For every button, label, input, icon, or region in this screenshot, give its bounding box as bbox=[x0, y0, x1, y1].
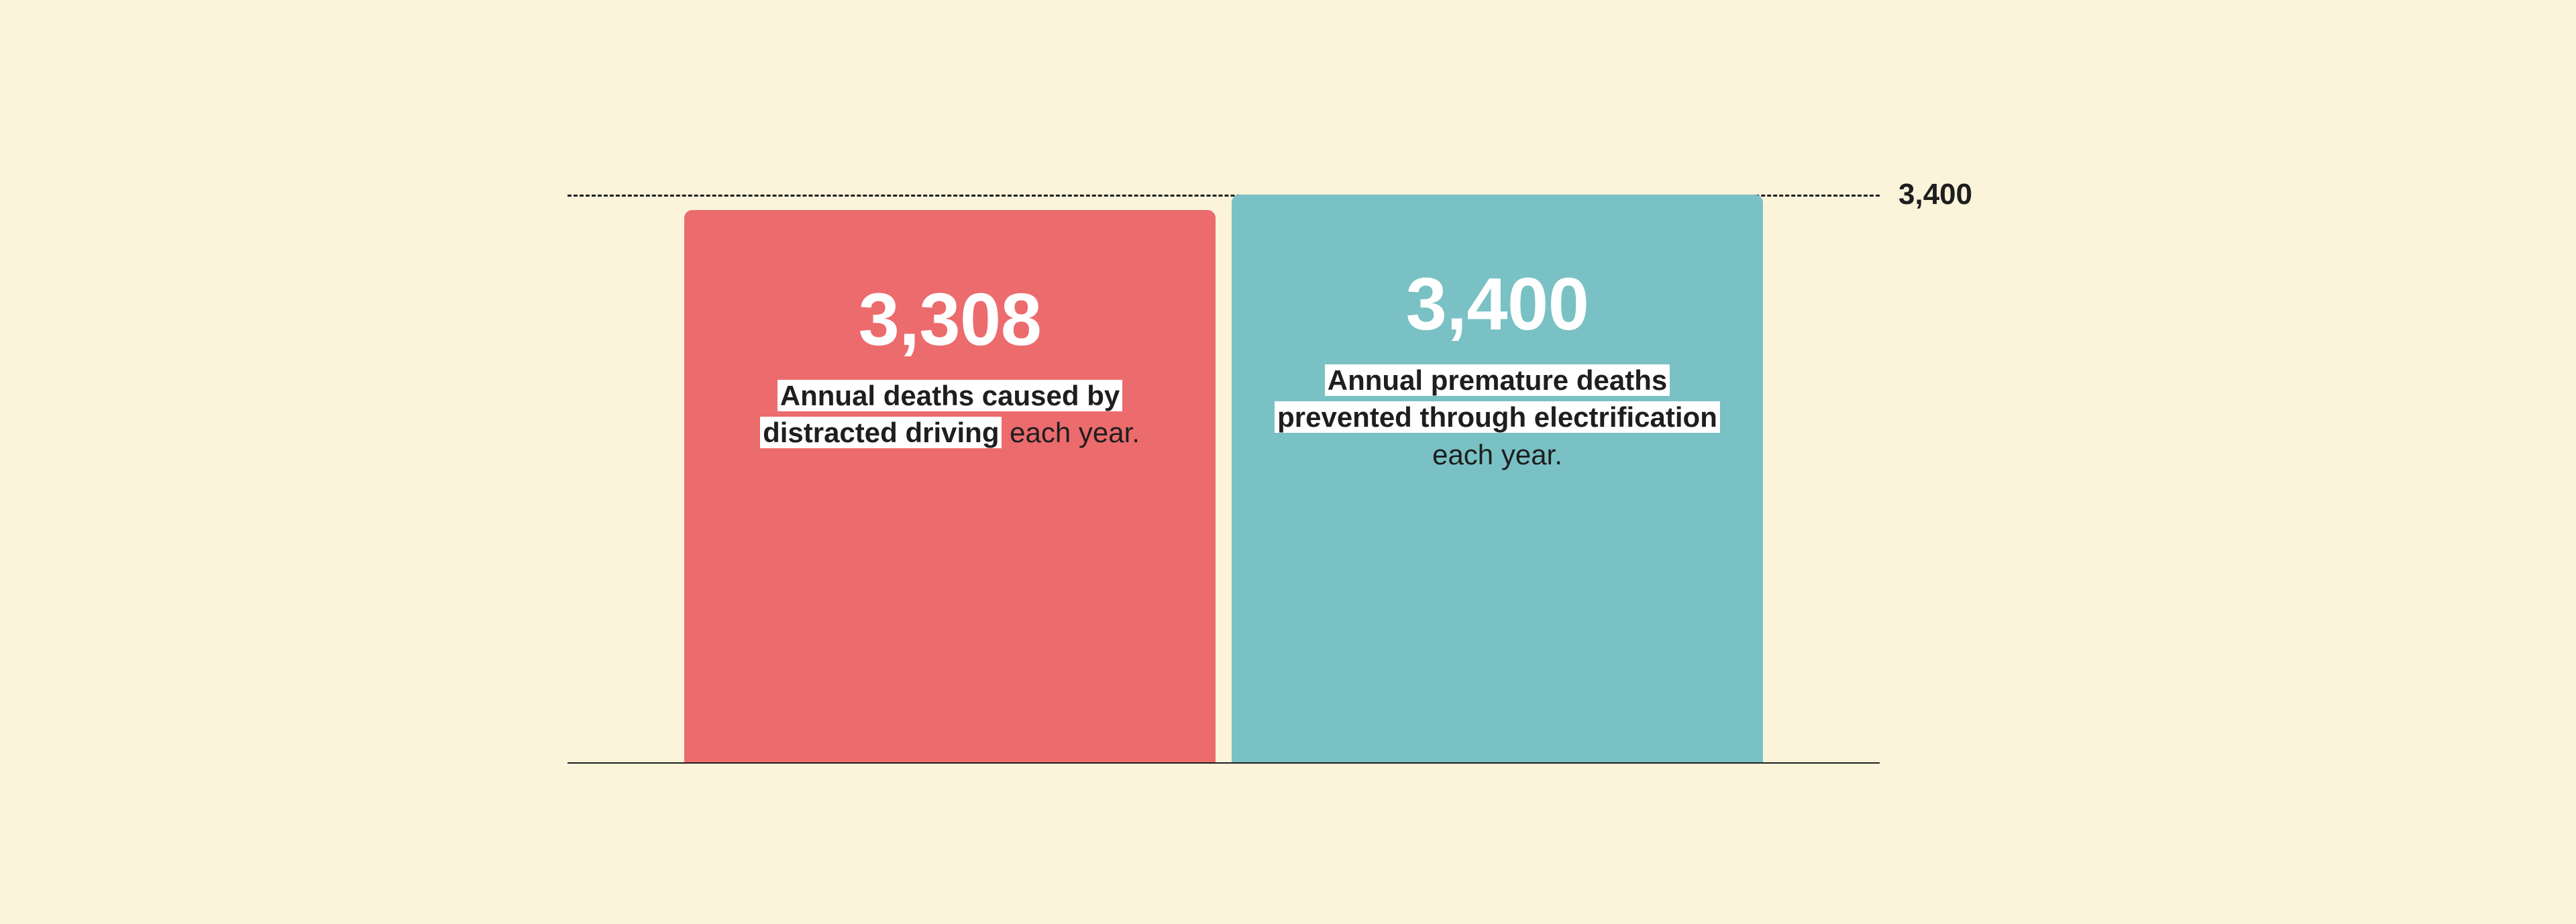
reference-line-label: 3,400 bbox=[1898, 178, 1972, 211]
bar-distracted-driving: 3,308 Annual deaths caused by distracted… bbox=[684, 210, 1216, 764]
bar-content: 3,308 Annual deaths caused by distracted… bbox=[684, 277, 1216, 452]
canvas: 3,400 3,308 Annual deaths caused by dist… bbox=[0, 0, 2576, 924]
bar-value: 3,308 bbox=[711, 277, 1189, 362]
chart-area: 3,400 3,308 Annual deaths caused by dist… bbox=[675, 195, 1772, 764]
bar-content: 3,400 Annual premature deaths prevented … bbox=[1232, 262, 1763, 473]
bar-description-highlight: Annual premature deaths prevented throug… bbox=[1275, 364, 1720, 433]
baseline bbox=[568, 762, 1880, 764]
bar-value: 3,400 bbox=[1258, 262, 1736, 347]
bar-electrification: 3,400 Annual premature deaths prevented … bbox=[1232, 195, 1763, 764]
bar-description: Annual deaths caused by distracted drivi… bbox=[711, 377, 1189, 452]
bar-description-plain: each year. bbox=[1432, 439, 1562, 470]
bar-description: Annual premature deaths prevented throug… bbox=[1258, 362, 1736, 473]
bar-description-plain: each year. bbox=[1002, 417, 1139, 448]
